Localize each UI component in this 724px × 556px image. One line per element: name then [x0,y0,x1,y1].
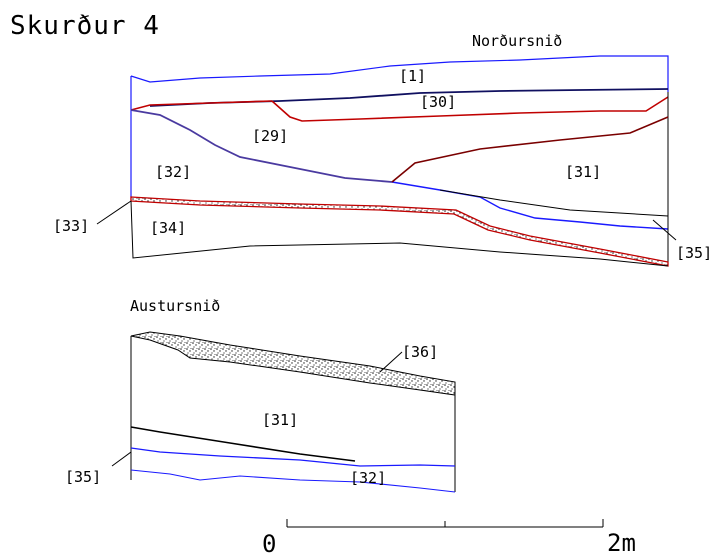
east-leader-35 [111,451,132,467]
east-label-31: [31] [262,411,298,429]
north-top-surface [130,55,669,92]
north-label-31: [31] [565,163,601,181]
drawing-title: Skurður 4 [10,11,160,41]
north-label-1: [1] [399,67,426,85]
east-section: Austursnið [36] [31] [35] [32] [65,297,456,493]
north-layer-35-top [439,189,669,217]
scale-bar: 0 2m [262,519,636,556]
scale-start-label: 0 [262,530,276,556]
north-layer-32-top [130,109,393,183]
north-layer-34-base [130,200,669,267]
north-label-32: [32] [155,163,191,181]
east-label-35: [35] [65,468,101,486]
north-leader-35 [652,219,677,241]
east-layer-36-band [130,331,456,396]
north-label-33: [33] [53,217,89,235]
east-label-32: [32] [350,469,386,487]
scale-end-label: 2m [607,529,636,556]
north-label-30: [30] [420,93,456,111]
north-layer-32-base [391,181,669,230]
east-label-36: [36] [402,343,438,361]
north-leader-33 [96,200,132,225]
north-label-34: [34] [150,219,186,237]
east-layer-35-base [130,469,456,493]
east-leader-36 [379,351,403,373]
east-section-heading: Austursnið [130,297,220,315]
north-layer-31-top [391,116,669,183]
east-layer-31-base [130,426,356,462]
north-layer-33-band [130,196,669,267]
north-section-heading: Norðursnið [472,32,562,50]
east-layer-35-top [130,447,456,467]
north-layer-30-top [130,100,273,111]
north-label-35: [35] [676,244,712,262]
north-layer-1-base [149,88,669,107]
north-layer-30-base [271,96,669,122]
north-label-29: [29] [252,127,288,145]
north-section: Norðursnið [1] [30] [29] [32] [31] [33] … [53,32,712,267]
